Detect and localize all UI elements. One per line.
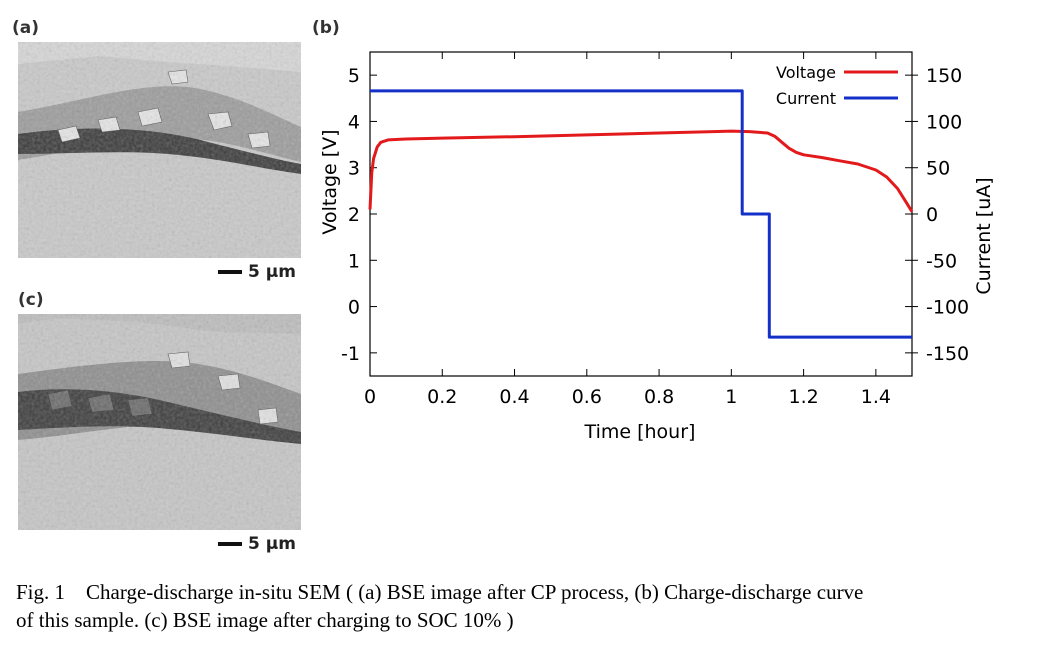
panel-a-label: (a) [12,18,40,38]
scalebar-a-label: 5 µm [248,262,296,282]
scalebar-c-bar [218,542,242,546]
y-tick-label: 5 [348,65,360,87]
scalebar-c-label: 5 µm [248,534,296,554]
series-line-voltage [368,129,914,213]
panel-b-label: (b) [312,18,340,38]
x-tick-label: 1.2 [788,386,818,408]
sem-image-a [18,42,301,258]
x-tick-label: 1 [725,386,737,408]
y-tick-label: 1 [348,250,360,272]
series-line-current [370,89,912,339]
y-tick-label: 0 [348,297,360,319]
y2-tick-label: -150 [926,343,969,365]
y-tick-label: 3 [348,158,360,180]
y2-tick-label: 100 [926,111,962,133]
x-tick-label: 0.2 [427,386,457,408]
x-axis-label: Time [hour] [584,421,696,443]
legend-label-voltage: Voltage [776,63,836,82]
x-tick-label: 1.4 [861,386,891,408]
sem-image-c [18,314,301,530]
right-axis: 150 100 50 0 -50 -100 -150 [912,65,969,365]
right-axis-label: Current [uA] [973,177,995,294]
figure-caption: Fig. 1 Charge-discharge in-situ SEM ( (a… [16,578,1036,634]
y-tick-label: 2 [348,204,360,226]
scalebar-a: 5 µm [218,262,296,282]
x-tick-label: 0 [364,386,376,408]
x-tick-label: 0.6 [572,386,602,408]
y2-tick-label: -50 [926,250,957,272]
legend-label-current: Current [776,89,836,108]
y-tick-label: 4 [348,111,360,133]
x-axis: 0 0.2 0.4 0.6 0.8 1 1.2 1.4 [364,52,891,408]
y-tick-label: -1 [341,343,360,365]
x-tick-label: 0.8 [644,386,674,408]
panel-c-label: (c) [18,290,44,310]
left-axis: 5 4 3 2 1 0 -1 [341,65,912,365]
scalebar-c: 5 µm [218,534,296,554]
y2-tick-label: -100 [926,297,969,319]
caption-line-1: Fig. 1 Charge-discharge in-situ SEM ( (a… [16,580,864,604]
legend: Voltage Current [776,63,898,108]
scalebar-a-bar [218,270,242,274]
caption-line-2: of this sample. (c) BSE image after char… [16,608,514,632]
y2-tick-label: 150 [926,65,962,87]
y2-tick-label: 50 [926,158,950,180]
y2-tick-label: 0 [926,204,938,226]
series-layer [368,89,914,339]
left-axis-label: Voltage [V] [319,129,341,234]
x-tick-label: 0.4 [499,386,529,408]
